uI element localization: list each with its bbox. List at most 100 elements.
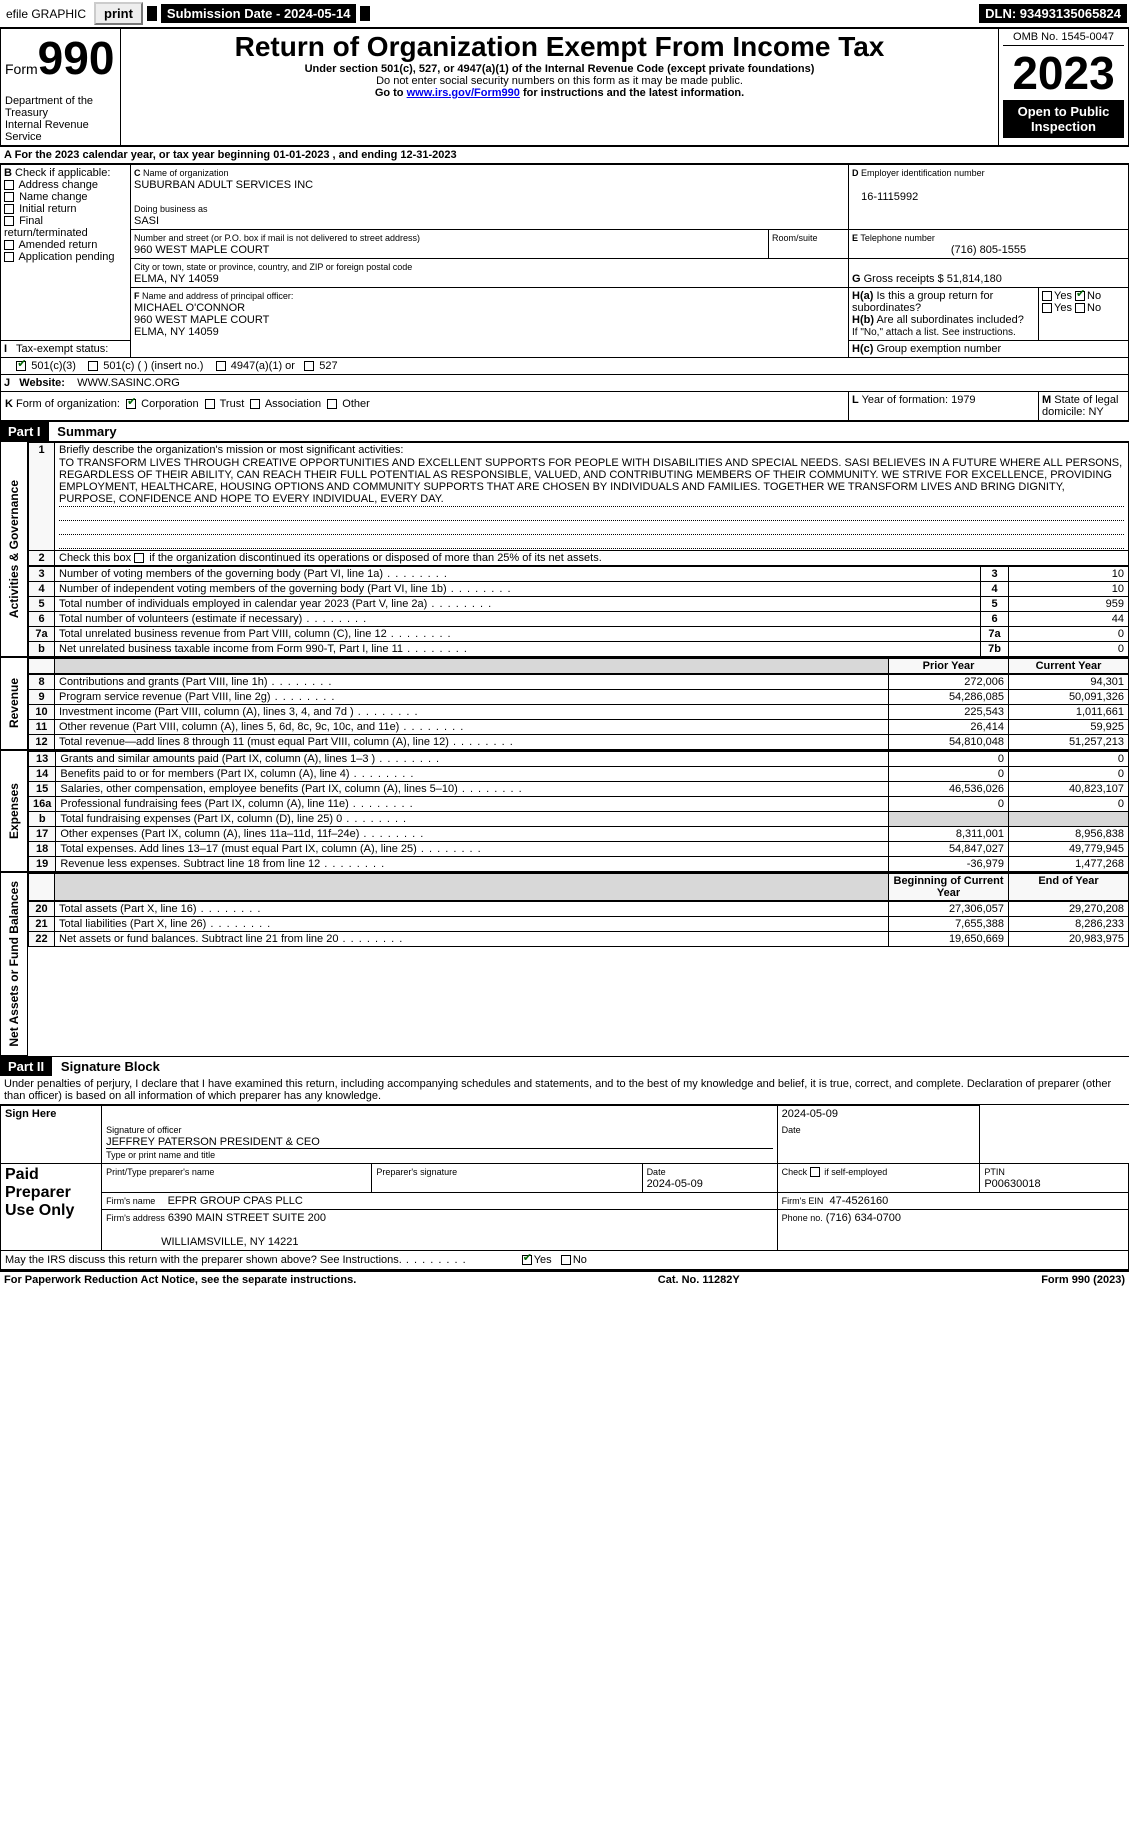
sign-here: Sign Here [1,1105,102,1163]
row-curr: 0 [1009,752,1129,767]
officer-street: 960 WEST MAPLE COURT [134,314,269,326]
row-num: 13 [29,752,56,767]
b-opt-checkbox[interactable] [4,240,14,250]
goto-link[interactable]: www.irs.gov/Form990 [407,87,520,99]
row-curr: 8,956,838 [1009,827,1129,842]
l2-text: Check this box if the organization disco… [59,552,602,564]
b-opt-checkbox[interactable] [4,252,14,262]
corp-checkbox[interactable] [126,399,136,409]
row-val: 44 [1009,612,1129,627]
b-opt-label: Final return/terminated [4,215,88,239]
b-opt-checkbox[interactable] [4,180,14,190]
sig-officer-label: Signature of officer [106,1125,181,1135]
ha-no-checkbox[interactable] [1075,291,1085,301]
date-label: Date [782,1125,801,1135]
ha-label: Is this a group return for subordinates? [852,290,993,314]
efile-label: efile GRAPHIC [2,5,90,23]
row-num: 11 [29,720,55,735]
assoc-checkbox[interactable] [250,399,260,409]
b-opt-checkbox[interactable] [4,192,14,202]
submission-date: Submission Date - 2024-05-14 [161,4,357,23]
row-desc: Revenue less expenses. Subtract line 18 … [56,857,889,872]
d-label: Employer identification number [861,168,985,178]
org-name: SUBURBAN ADULT SERVICES INC [134,179,313,191]
527-checkbox[interactable] [304,361,314,371]
row-desc: Salaries, other compensation, employee b… [56,782,889,797]
b-opt-checkbox[interactable] [4,204,14,214]
g-label: Gross receipts $ [864,273,944,285]
l2-checkbox[interactable] [134,553,144,563]
ha-yes-checkbox[interactable] [1042,291,1052,301]
row-prior: 0 [889,767,1009,782]
hdr-prior: Prior Year [889,659,1009,674]
c-label: Name of organization [143,168,229,178]
501c3-checkbox[interactable] [16,361,26,371]
row-num: 6 [29,612,55,627]
officer-sig: JEFFREY PATERSON PRESIDENT & CEO [106,1136,773,1149]
section-a: A For the 2023 calendar year, or tax yea… [0,147,1129,164]
hb-note: If "No," attach a list. See instructions… [852,327,1016,338]
date-label: Date [647,1167,666,1177]
row-key: 5 [981,597,1009,612]
check-self: Check if self-employed [782,1167,888,1177]
b-opt-label: Application pending [18,251,114,263]
row-key: 7b [981,642,1009,657]
officer-city: ELMA, NY 14059 [134,326,219,338]
b-opt-label: Initial return [19,203,76,215]
open-public: Open to Public Inspection [1003,100,1124,138]
row-num: 8 [29,675,55,690]
other-checkbox[interactable] [327,399,337,409]
m-label: State of legal domicile: [1042,394,1118,418]
row-num: 17 [29,827,56,842]
print-button[interactable]: print [94,2,143,25]
row-prior: 46,536,026 [889,782,1009,797]
row-num: 12 [29,735,55,750]
row-val: 959 [1009,597,1129,612]
self-emp-checkbox[interactable] [810,1167,820,1177]
i-label: Tax-exempt status: [16,343,108,355]
hc-label: Group exemption number [876,343,1001,355]
row-curr: 8,286,233 [1009,917,1129,932]
hb-no-checkbox[interactable] [1075,303,1085,313]
row-desc: Professional fundraising fees (Part IX, … [56,797,889,812]
b-opt-label: Amended return [18,239,97,251]
row-val: 0 [1009,627,1129,642]
sec-a-text: For the 2023 calendar year, or tax year … [15,149,457,161]
side-governance: Activities & Governance [0,442,28,657]
row-num: b [29,812,56,827]
officer-name: MICHAEL O'CONNOR [134,302,245,314]
row-desc: Benefits paid to or for members (Part IX… [56,767,889,782]
row-desc: Grants and similar amounts paid (Part IX… [56,752,889,767]
row-prior: 272,006 [889,675,1009,690]
hdr-end: End of Year [1009,874,1129,901]
row-desc: Contributions and grants (Part VIII, lin… [55,675,889,690]
discuss-no-checkbox[interactable] [561,1255,571,1265]
city: ELMA, NY 14059 [134,273,219,285]
b-opt-checkbox[interactable] [4,216,14,226]
row-curr: 1,011,661 [1009,705,1129,720]
i-501c: 501(c) ( ) (insert no.) [103,360,203,372]
gross-receipts: 51,814,180 [947,273,1002,285]
4947-checkbox[interactable] [216,361,226,371]
row-desc: Total liabilities (Part X, line 26) [55,917,889,932]
row-num: 22 [29,932,55,947]
row-desc: Total expenses. Add lines 13–17 (must eq… [56,842,889,857]
f-label: Name and address of principal officer: [142,291,293,301]
form-number: Form990 [5,31,116,85]
row-desc: Total unrelated business revenue from Pa… [55,627,981,642]
entity-table: B Check if applicable: Address change Na… [0,164,1129,421]
dept: Department of the Treasury Internal Reve… [5,95,116,143]
501c-checkbox[interactable] [88,361,98,371]
underline [59,507,1124,521]
discuss-yes-checkbox[interactable] [522,1255,532,1265]
trust-checkbox[interactable] [205,399,215,409]
no-label: No [573,1254,587,1266]
row-prior: -36,979 [889,857,1009,872]
row-desc: Net unrelated business taxable income fr… [55,642,981,657]
row-key: 7a [981,627,1009,642]
hb-yes-checkbox[interactable] [1042,303,1052,313]
row-curr: 59,925 [1009,720,1129,735]
row-num: 21 [29,917,55,932]
row-val: 10 [1009,567,1129,582]
l1-label: Briefly describe the organization's miss… [59,444,403,456]
